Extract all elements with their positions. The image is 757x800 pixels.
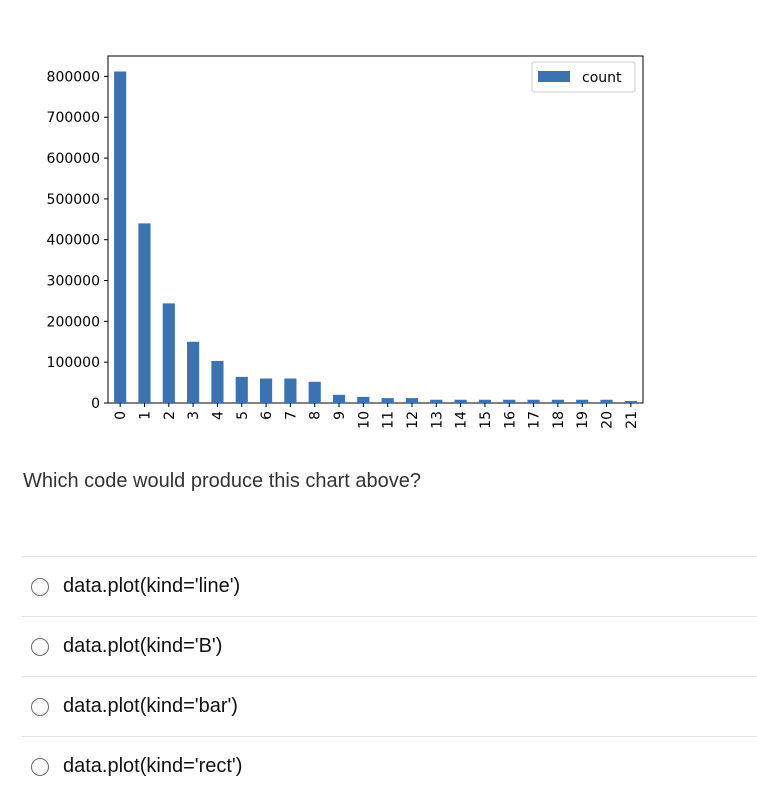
option-b[interactable]: data.plot(kind='B'): [22, 616, 757, 676]
legend-swatch: [538, 71, 570, 82]
bar-2: [162, 303, 175, 403]
bar-0: [114, 71, 127, 403]
x-tick-label: 10: [356, 411, 372, 429]
legend: count: [531, 61, 636, 93]
x-tick-label: 2: [162, 411, 178, 420]
y-tick-label: 400000: [47, 233, 100, 249]
x-tick-label: 18: [551, 411, 567, 429]
bar-8: [308, 381, 321, 403]
option-label: data.plot(kind='line'): [63, 575, 241, 597]
legend-label: count: [582, 70, 622, 86]
y-tick-label: 700000: [47, 110, 100, 126]
x-tick-label: 13: [429, 411, 445, 429]
bar-15: [478, 399, 492, 403]
y-tick-label: 200000: [47, 314, 100, 330]
x-tick-label: 17: [527, 411, 543, 429]
option-line[interactable]: data.plot(kind='line'): [22, 556, 757, 616]
x-tick-label: 4: [210, 411, 226, 420]
y-tick-label: 300000: [47, 274, 100, 290]
option-bar[interactable]: data.plot(kind='bar'): [22, 676, 757, 736]
bar-4: [211, 360, 224, 403]
bar-19: [576, 399, 589, 403]
x-tick-label: 21: [624, 411, 640, 429]
bar-21: [624, 400, 637, 403]
option-label: data.plot(kind='rect'): [63, 755, 243, 777]
bar-20: [600, 399, 613, 403]
x-tick-label: 5: [235, 411, 251, 420]
bar-10: [357, 396, 370, 403]
x-tick-label: 0: [113, 411, 129, 420]
y-tick-label: 500000: [47, 192, 100, 208]
bar-13: [430, 399, 443, 403]
bar-chart: 0 100000 200000 300000 400000 500000 600000 700…: [47, 55, 644, 429]
bar-5: [235, 376, 248, 403]
plot-frame: [107, 55, 644, 404]
y-tick-label: 800000: [47, 69, 100, 85]
radio-button[interactable]: [31, 577, 49, 596]
radio-button[interactable]: [31, 637, 49, 656]
option-label: data.plot(kind='bar'): [63, 695, 238, 717]
x-tick-label: 8: [308, 411, 324, 420]
y-tick-label: 600000: [47, 151, 100, 167]
radio-button[interactable]: [31, 697, 49, 716]
bar-14: [454, 399, 467, 403]
x-tick-label: 11: [381, 411, 397, 429]
bar-11: [381, 398, 394, 403]
x-tick-label: 1: [137, 411, 153, 420]
x-tick-label: 19: [575, 411, 591, 429]
legend-box: [531, 61, 636, 93]
x-tick-label: 3: [186, 411, 202, 420]
radio-button[interactable]: [31, 757, 49, 776]
x-tick-label: 12: [405, 411, 421, 429]
bar-1: [138, 223, 151, 403]
bar-3: [187, 341, 200, 403]
bar-18: [551, 399, 564, 403]
bar-12: [405, 398, 419, 403]
bar-6: [259, 378, 273, 403]
x-tick-label: 7: [283, 411, 299, 420]
x-tick-label: 20: [600, 411, 616, 429]
x-tick-label: 6: [259, 411, 275, 420]
x-tick-label: 14: [454, 411, 470, 429]
bar-7: [284, 378, 297, 403]
bar-9: [332, 394, 346, 403]
option-rect[interactable]: data.plot(kind='rect'): [22, 736, 757, 796]
x-tick-label: 9: [332, 411, 348, 420]
bar-17: [527, 399, 540, 403]
y-tick-label: 0: [91, 396, 100, 412]
x-tick-label: 15: [478, 411, 494, 429]
y-tick-label: 100000: [47, 355, 100, 371]
bar-16: [503, 399, 516, 403]
x-tick-label: 16: [502, 411, 518, 429]
option-label: data.plot(kind='B'): [63, 635, 223, 657]
question-text: Which code would produce this chart abov…: [23, 470, 422, 492]
answer-options: data.plot(kind='line') data.plot(kind='B…: [22, 556, 757, 796]
